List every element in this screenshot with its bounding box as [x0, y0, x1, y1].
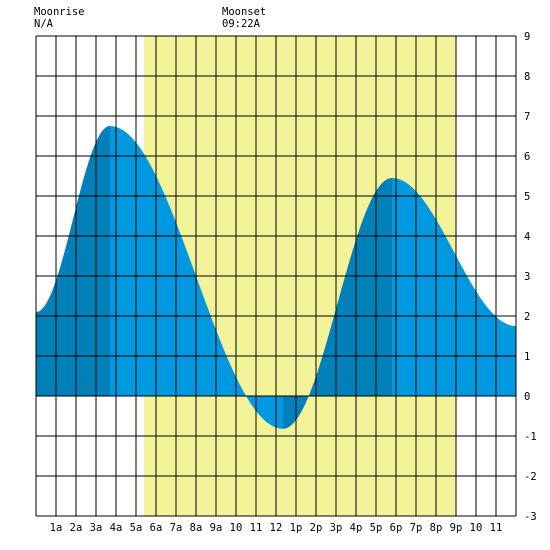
tide-rising-segment: [36, 126, 110, 396]
tide-falling-segment: [392, 178, 516, 396]
x-tick-label: 8a: [190, 522, 203, 534]
moonset-time: 09:22A: [222, 18, 260, 30]
x-tick-label: 7a: [170, 522, 183, 534]
x-tick-label: 4p: [350, 522, 363, 534]
y-tick-label: 8: [524, 71, 530, 83]
x-tick-label: 4a: [110, 522, 123, 534]
x-tick-label: 6p: [390, 522, 403, 534]
x-tick-label: 6a: [150, 522, 163, 534]
y-tick-label: -1: [524, 431, 537, 443]
tide-fill: [36, 126, 516, 429]
x-tick-label: 3a: [90, 522, 103, 534]
x-tick-label: 7p: [410, 522, 423, 534]
x-axis-labels: 1a 2a 3a 4a 5a 6a 7a 8a 9a 10 11 12 1p 2p 3p 4p 5p 6p 7p 8p…: [50, 522, 503, 534]
x-tick-label: 10: [230, 522, 243, 534]
y-tick-label: 7: [524, 111, 530, 123]
grid: [35, 35, 517, 517]
y-tick-label: 3: [524, 271, 530, 283]
y-tick-label: 2: [524, 311, 530, 323]
y-tick-label: 0: [524, 391, 530, 403]
x-tick-label: 2a: [70, 522, 83, 534]
x-tick-label: 3p: [330, 522, 343, 534]
y-tick-label: -3: [524, 511, 537, 523]
x-tick-label: 11: [250, 522, 263, 534]
x-tick-label: 5a: [130, 522, 143, 534]
tide-rising-segment: [283, 178, 392, 429]
y-tick-label: 4: [524, 231, 530, 243]
moonset-block: Moonset 09:22A: [222, 6, 266, 30]
y-tick-label: -2: [524, 471, 537, 483]
x-tick-label: 9p: [450, 522, 463, 534]
moonrise-label: Moonrise: [34, 6, 85, 18]
y-tick-label: 1: [524, 351, 530, 363]
x-tick-label: 12: [270, 522, 283, 534]
y-axis-labels: -3 -2 -1 0 1 2 3 4 5 6 7 8 9: [524, 31, 537, 523]
x-tick-label: 11: [490, 522, 503, 534]
moonset-label: Moonset: [222, 6, 267, 18]
tide-falling-segment: [110, 126, 283, 429]
x-tick-label: 5p: [370, 522, 383, 534]
x-tick-label: 9a: [210, 522, 223, 534]
x-tick-label: 2p: [310, 522, 323, 534]
x-tick-label: 1a: [50, 522, 63, 534]
y-tick-label: 9: [524, 31, 530, 43]
y-tick-label: 5: [524, 191, 530, 203]
moonrise-block: Moonrise N/A: [34, 6, 85, 30]
x-tick-label: 1p: [290, 522, 303, 534]
x-tick-label: 8p: [430, 522, 443, 534]
y-tick-label: 6: [524, 151, 530, 163]
moonrise-time: N/A: [34, 18, 53, 30]
x-tick-label: 10: [470, 522, 483, 534]
